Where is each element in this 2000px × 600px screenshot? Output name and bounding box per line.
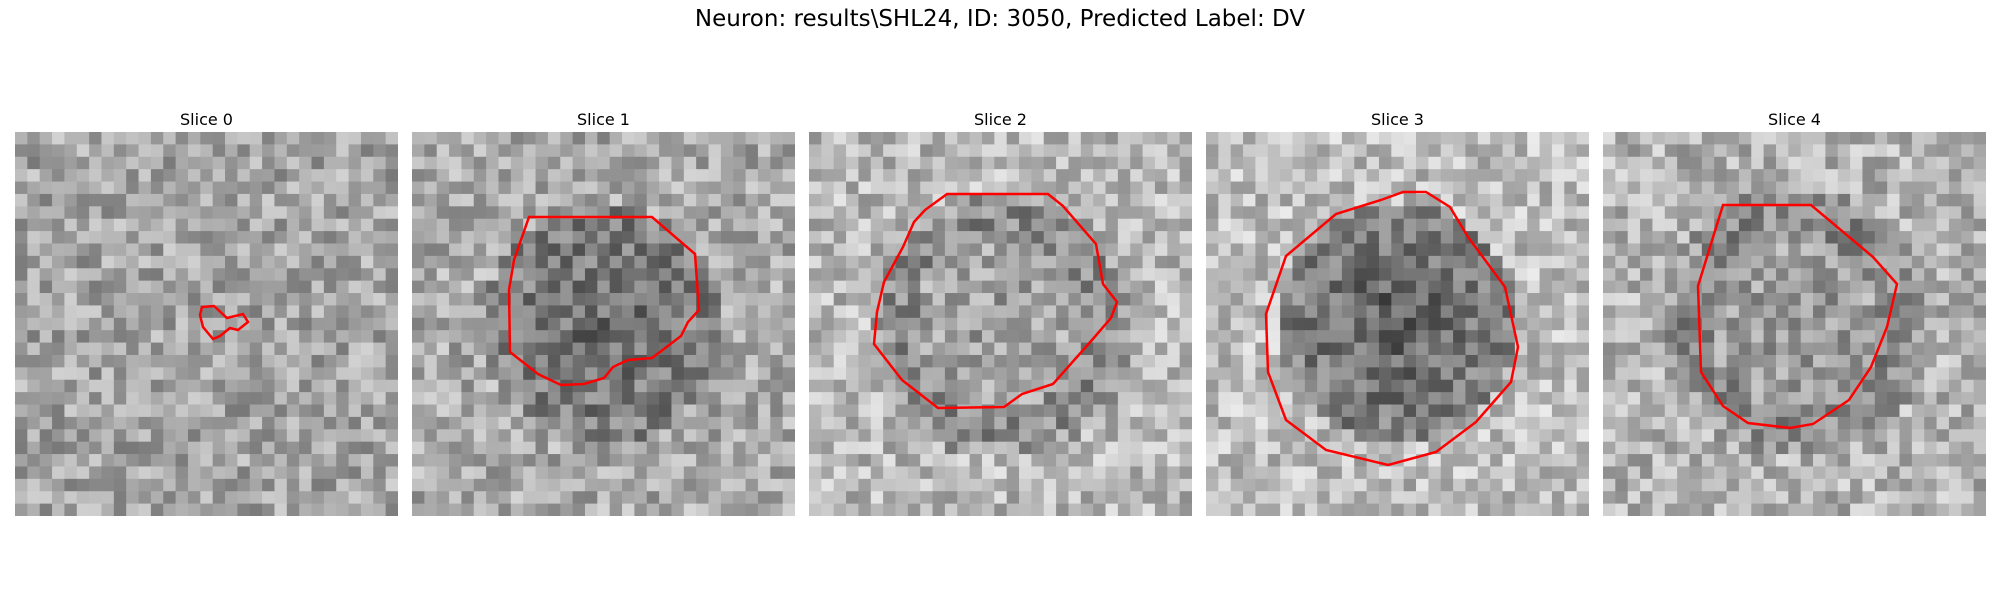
- slice-caption: Slice 3: [1206, 108, 1589, 132]
- slice-image-svg: [412, 132, 795, 516]
- slice-caption: Slice 0: [15, 108, 398, 132]
- slice-caption: Slice 4: [1603, 108, 1986, 132]
- microscopy-image: [15, 132, 398, 516]
- microscopy-image: [809, 132, 1192, 516]
- slice-panel-2: Slice 2: [809, 108, 1192, 516]
- microscopy-image: [1206, 132, 1589, 516]
- slice-caption: Slice 1: [412, 108, 795, 132]
- slice-image-svg: [809, 132, 1192, 516]
- slice-image-svg: [15, 132, 398, 516]
- slice-panel-4: Slice 4: [1603, 108, 1986, 516]
- slice-caption: Slice 2: [809, 108, 1192, 132]
- figure-title: Neuron: results\SHL24, ID: 3050, Predict…: [0, 6, 2000, 32]
- slice-image-svg: [1603, 132, 1986, 516]
- slice-panel-0: Slice 0: [15, 108, 398, 516]
- microscopy-image: [412, 132, 795, 516]
- slice-panel-3: Slice 3: [1206, 108, 1589, 516]
- slice-panel-1: Slice 1: [412, 108, 795, 516]
- slice-image-svg: [1206, 132, 1589, 516]
- microscopy-image: [1603, 132, 1986, 516]
